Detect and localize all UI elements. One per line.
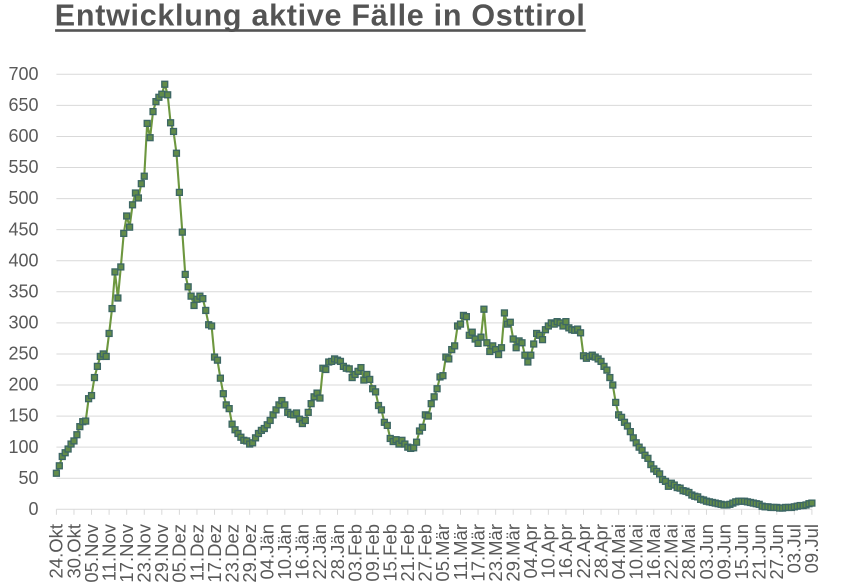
svg-text:29.Dez: 29.Dez <box>239 524 260 583</box>
svg-text:10.Mai: 10.Mai <box>626 524 647 580</box>
svg-text:11.Dez: 11.Dez <box>186 524 207 581</box>
svg-text:500: 500 <box>8 188 38 208</box>
svg-text:450: 450 <box>8 219 38 239</box>
svg-text:Entwicklung aktive Fälle in Os: Entwicklung aktive Fälle in Osttirol <box>55 0 585 33</box>
svg-text:16.Apr: 16.Apr <box>555 524 576 579</box>
svg-text:400: 400 <box>8 250 38 270</box>
svg-text:650: 650 <box>8 95 38 115</box>
svg-text:50: 50 <box>18 468 38 488</box>
svg-text:28.Apr: 28.Apr <box>590 524 611 579</box>
svg-text:09.Jun: 09.Jun <box>713 524 734 580</box>
svg-text:200: 200 <box>8 375 38 395</box>
svg-text:10.Jän: 10.Jän <box>274 524 295 580</box>
svg-text:250: 250 <box>8 344 38 364</box>
svg-text:24.Okt: 24.Okt <box>46 524 67 579</box>
svg-text:15.Feb: 15.Feb <box>380 524 401 582</box>
svg-text:27.Jun: 27.Jun <box>766 524 787 580</box>
svg-text:550: 550 <box>8 157 38 177</box>
svg-text:600: 600 <box>8 126 38 146</box>
svg-text:05.Dez: 05.Dez <box>169 524 190 583</box>
svg-text:17.Nov: 17.Nov <box>116 523 137 582</box>
svg-text:23.Dez: 23.Dez <box>221 524 242 583</box>
svg-text:09.Feb: 09.Feb <box>362 524 383 582</box>
svg-text:16.Jän: 16.Jän <box>292 524 313 580</box>
svg-text:150: 150 <box>8 406 38 426</box>
svg-text:700: 700 <box>8 64 38 84</box>
svg-text:22.Jän: 22.Jän <box>309 524 330 580</box>
svg-text:29.Mär: 29.Mär <box>503 524 524 582</box>
svg-text:03.Jul: 03.Jul <box>784 524 805 573</box>
svg-text:17.Dez: 17.Dez <box>204 524 225 583</box>
svg-text:11.Nov: 11.Nov <box>98 523 119 581</box>
svg-text:05.Mär: 05.Mär <box>432 524 453 582</box>
svg-text:21.Jun: 21.Jun <box>749 524 770 580</box>
svg-text:03.Feb: 03.Feb <box>344 524 365 582</box>
svg-text:28.Jän: 28.Jän <box>327 524 348 580</box>
svg-text:21.Feb: 21.Feb <box>397 524 418 582</box>
svg-text:03.Jun: 03.Jun <box>696 524 717 580</box>
svg-text:05.Nov: 05.Nov <box>81 523 102 582</box>
svg-text:04.Jän: 04.Jän <box>257 524 278 580</box>
svg-text:27.Feb: 27.Feb <box>415 524 436 582</box>
svg-text:16.Mai: 16.Mai <box>643 524 664 580</box>
svg-text:23.Mär: 23.Mär <box>485 524 506 582</box>
svg-text:09.Jul: 09.Jul <box>801 524 822 573</box>
svg-text:22.Apr: 22.Apr <box>573 524 594 579</box>
svg-text:04.Mai: 04.Mai <box>608 524 629 580</box>
svg-text:22.Mai: 22.Mai <box>661 524 682 580</box>
svg-text:17.Mär: 17.Mär <box>467 524 488 582</box>
svg-text:350: 350 <box>8 281 38 301</box>
svg-text:23.Nov: 23.Nov <box>134 523 155 582</box>
svg-text:0: 0 <box>28 499 38 519</box>
svg-text:29.Nov: 29.Nov <box>151 523 172 582</box>
svg-text:11.Mär: 11.Mär <box>450 524 471 580</box>
svg-text:28.Mai: 28.Mai <box>678 524 699 580</box>
svg-text:04.Apr: 04.Apr <box>520 524 541 579</box>
svg-text:100: 100 <box>8 437 38 457</box>
svg-text:30.Okt: 30.Okt <box>63 524 84 579</box>
svg-text:300: 300 <box>8 313 38 333</box>
svg-text:10.Apr: 10.Apr <box>538 524 559 579</box>
svg-text:15.Jun: 15.Jun <box>731 524 752 580</box>
